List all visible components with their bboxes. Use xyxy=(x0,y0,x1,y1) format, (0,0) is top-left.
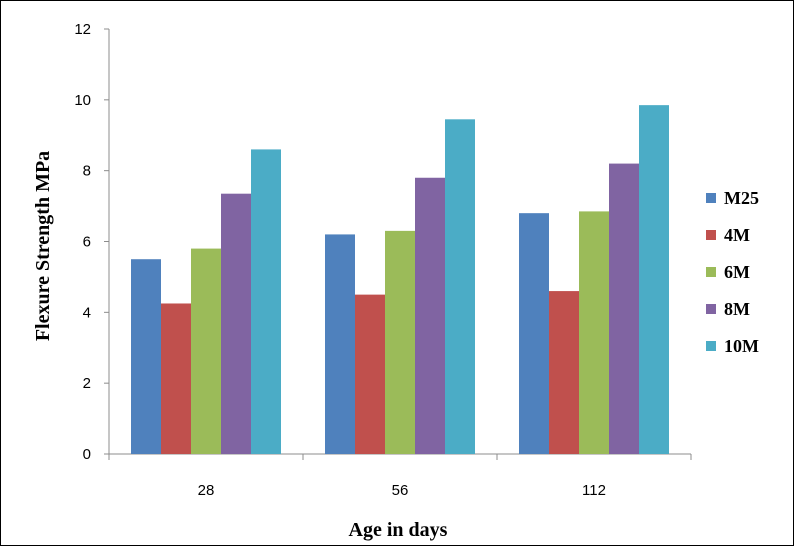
legend-swatch-8M xyxy=(706,304,716,314)
legend-swatch-6M xyxy=(706,267,716,277)
bar-8M-112 xyxy=(609,163,639,455)
x-tick-label: 56 xyxy=(392,482,409,499)
legend-label-4M: 4M xyxy=(724,225,750,245)
legend-swatch-M25 xyxy=(706,193,716,203)
y-ticks: 0 2 4 6 8 10 12 xyxy=(74,21,109,463)
y-tick-label: 4 xyxy=(83,304,91,321)
legend: M25 4M 6M 8M 10M xyxy=(706,188,759,356)
y-tick-label: 2 xyxy=(83,375,91,392)
x-ticks: 28 56 112 xyxy=(108,454,692,499)
bar-4M-28 xyxy=(161,303,191,454)
bar-M25-28 xyxy=(131,259,161,454)
x-axis-title: Age in days xyxy=(349,519,448,541)
bar-8M-28 xyxy=(221,193,251,454)
bar-10M-56 xyxy=(445,119,475,454)
bar-4M-112 xyxy=(549,291,579,454)
y-tick-label: 8 xyxy=(83,163,91,180)
legend-label-M25: M25 xyxy=(724,188,759,208)
y-tick-label: 0 xyxy=(83,446,91,463)
legend-label-6M: 6M xyxy=(724,262,750,282)
bar-6M-112 xyxy=(579,211,609,454)
bar-6M-56 xyxy=(385,230,415,454)
bar-8M-56 xyxy=(415,177,445,454)
bar-10M-112 xyxy=(639,105,669,454)
legend-swatch-10M xyxy=(706,341,716,351)
y-axis-title: Flexure Strength MPa xyxy=(32,151,54,341)
x-tick-label: 112 xyxy=(582,482,606,499)
bar-10M-28 xyxy=(251,149,281,454)
legend-swatch-4M xyxy=(706,230,716,240)
x-tick-label: 28 xyxy=(198,482,215,499)
bar-6M-28 xyxy=(191,248,221,454)
bar-4M-56 xyxy=(355,294,385,454)
bars xyxy=(131,105,669,455)
bar-M25-112 xyxy=(519,213,549,454)
y-tick-label: 6 xyxy=(83,234,91,251)
plot-area: 0 2 4 6 8 10 12 28 56 112 xyxy=(74,21,692,499)
legend-label-8M: 8M xyxy=(724,299,750,319)
legend-label-10M: 10M xyxy=(724,336,759,356)
bar-M25-56 xyxy=(325,234,355,454)
y-tick-label: 12 xyxy=(74,21,91,38)
y-tick-label: 10 xyxy=(74,92,91,109)
